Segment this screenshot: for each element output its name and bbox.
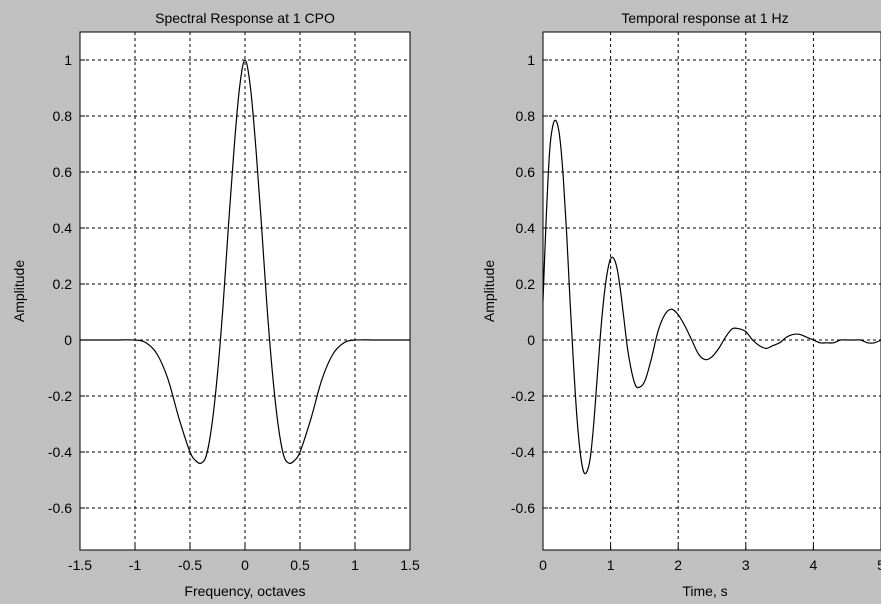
spectral-y-tick-label: -0.2 [48, 388, 72, 404]
temporal-response-curve [542, 119, 881, 475]
spectral-response-curve [80, 59, 410, 465]
temporal-response-plot: Temporal response at 1 Hz 0 1 2 3 4 5 -0.6 -0.4… [481, 10, 881, 599]
temporal-x-tick-label: 5 [877, 557, 881, 573]
spectral-plot-title: Spectral Response at 1 CPO [155, 10, 335, 26]
temporal-x-tick-label: 3 [742, 557, 750, 573]
temporal-x-tick-label: 4 [810, 557, 818, 573]
spectral-y-tick-label: -0.4 [48, 444, 72, 460]
temporal-y-tick-label: -0.2 [511, 388, 535, 404]
temporal-y-tick-label: 0.4 [516, 220, 536, 236]
temporal-x-axis-title: Time, s [682, 583, 727, 599]
temporal-grid [542, 32, 881, 550]
temporal-x-tick-label: 1 [607, 557, 615, 573]
temporal-y-tick-label: -0.6 [511, 500, 535, 516]
spectral-response-plot: Spectral Response at 1 CPO -1.5 -1 -0.5 0 0.… [11, 10, 420, 599]
spectral-y-tick-label: 0 [64, 332, 72, 348]
temporal-axes-box [542, 31, 881, 551]
spectral-x-tick-label: -0.5 [178, 557, 202, 573]
temporal-y-tick-label: 0.8 [516, 108, 536, 124]
spectral-y-tick-label: 1 [64, 52, 72, 68]
temporal-y-axis-title: Amplitude [481, 260, 497, 322]
temporal-x-tick-label: 2 [674, 557, 682, 573]
temporal-x-tick-label: 0 [539, 557, 547, 573]
spectral-x-tick-label: 1.5 [400, 557, 420, 573]
spectral-y-tick-label: -0.6 [48, 500, 72, 516]
spectral-x-tick-label: -1 [129, 557, 142, 573]
temporal-y-tick-label: 1 [527, 52, 535, 68]
spectral-y-tick-label: 0.8 [53, 108, 73, 124]
temporal-y-tick-label: 0.6 [516, 164, 536, 180]
spectral-x-tick-label: 0.5 [290, 557, 310, 573]
temporal-plot-title: Temporal response at 1 Hz [621, 10, 788, 26]
spectral-x-axis-title: Frequency, octaves [184, 583, 305, 599]
spectral-y-tick-label: 0.6 [53, 164, 73, 180]
temporal-tick-labels: 0 1 2 3 4 5 -0.6 -0.4 -0.2 0 0.2 0.4 0.6 0.8 1 [511, 52, 881, 573]
spectral-grid [79, 32, 411, 550]
spectral-tick-labels: -1.5 -1 -0.5 0 0.5 1 1.5 -0.6 -0.4 -0.2 0 0.2 0.4 0.6… [48, 52, 420, 573]
spectral-x-tick-label: -1.5 [68, 557, 92, 573]
temporal-y-tick-label: 0.2 [516, 276, 536, 292]
spectral-y-axis-title: Amplitude [11, 260, 27, 322]
spectral-x-tick-label: 0 [241, 557, 249, 573]
temporal-y-tick-label: -0.4 [511, 444, 535, 460]
spectral-y-tick-label: 0.2 [53, 276, 73, 292]
spectral-x-tick-label: 1 [351, 557, 359, 573]
temporal-y-tick-label: 0 [527, 332, 535, 348]
spectral-y-tick-label: 0.4 [53, 220, 73, 236]
